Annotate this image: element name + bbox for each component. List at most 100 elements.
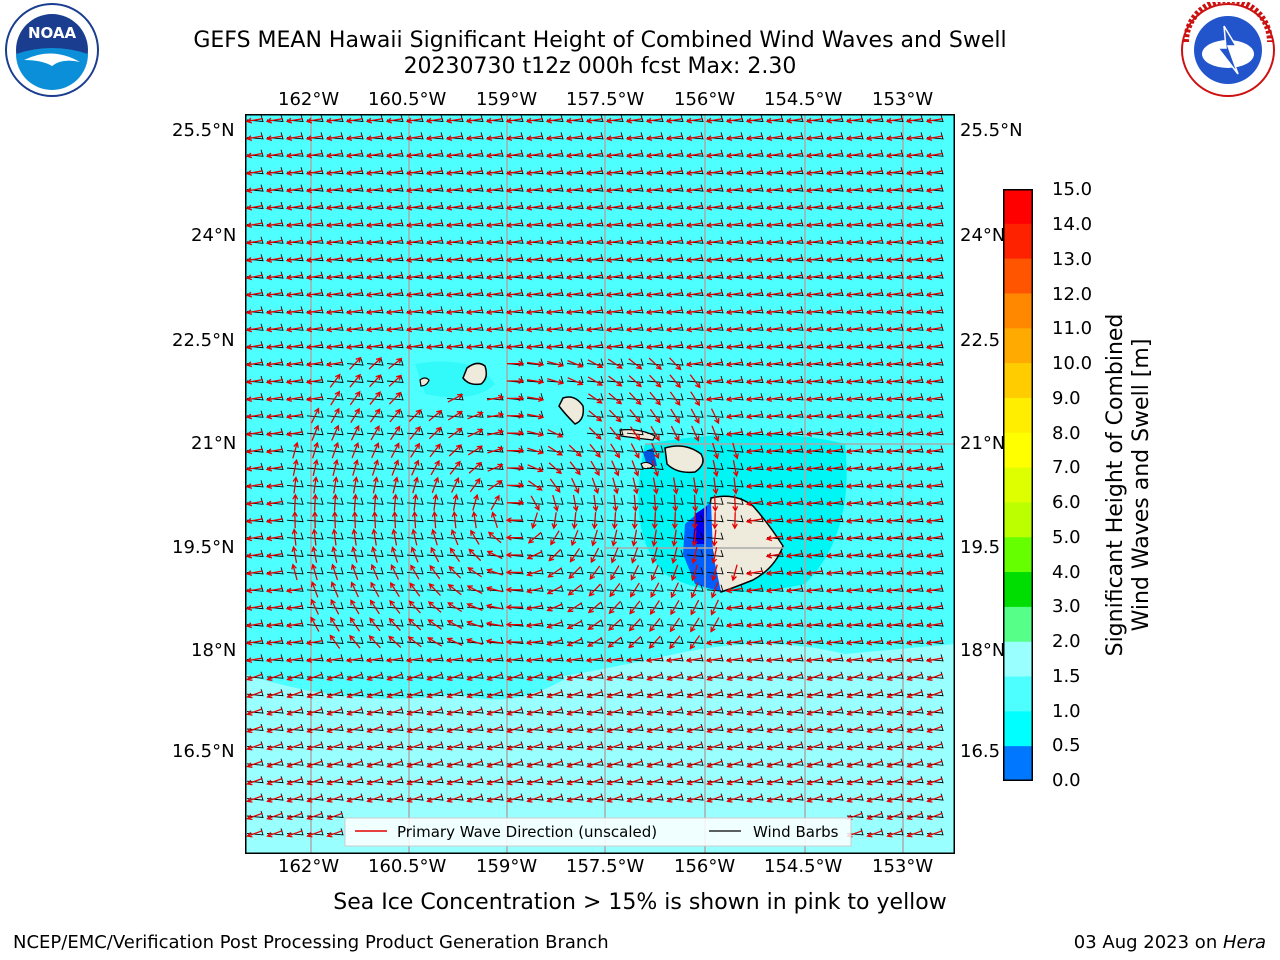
- lat-label-left: 25.5°N: [172, 120, 235, 141]
- wave-arrow: [625, 239, 644, 246]
- wave-arrow: [505, 639, 523, 645]
- wave-arrow: [445, 222, 464, 229]
- wind-barb: [446, 549, 464, 558]
- wave-arrow: [665, 326, 684, 333]
- wind-barb: [666, 636, 684, 645]
- wave-arrow: [785, 396, 804, 403]
- wave-arrow: [645, 291, 664, 298]
- wave-arrow: [365, 187, 384, 194]
- colorbar-cell: [1003, 363, 1033, 399]
- wave-arrow: [865, 587, 884, 594]
- wave-arrow: [345, 343, 364, 350]
- wind-barb: [466, 619, 484, 627]
- wind-barb: [586, 393, 604, 401]
- wave-arrow: [650, 564, 659, 582]
- wave-arrow: [785, 622, 804, 629]
- sea-ice-note: Sea Ice Concentration > 15% is shown in …: [333, 890, 947, 915]
- lat-label-right: 24°N: [960, 225, 1006, 246]
- wave-arrow: [905, 169, 924, 176]
- wave-arrow: [285, 239, 304, 246]
- wave-arrow: [547, 429, 564, 438]
- wave-arrow: [265, 604, 284, 611]
- wave-arrow: [366, 760, 383, 768]
- wind-barb: [546, 480, 564, 488]
- wave-arrow: [245, 187, 264, 194]
- wave-arrow: [547, 378, 565, 385]
- wind-barb: [586, 515, 604, 523]
- wave-arrow: [445, 169, 464, 176]
- wave-arrow: [425, 239, 444, 246]
- wave-arrow: [292, 458, 299, 476]
- wind-barb: [706, 480, 724, 488]
- maui-island: [664, 445, 704, 474]
- wave-arrow: [785, 135, 804, 142]
- wave-arrow: [625, 152, 644, 159]
- wave-arrow: [725, 152, 744, 159]
- wave-arrow: [566, 620, 583, 630]
- wave-arrow: [625, 291, 644, 298]
- wave-arrow: [845, 152, 864, 159]
- wave-arrow: [365, 256, 384, 263]
- wave-arrow: [350, 407, 360, 423]
- wind-barb: [346, 497, 364, 505]
- wind-barb: [666, 410, 684, 418]
- wave-arrow: [266, 673, 283, 681]
- wave-arrow: [825, 552, 844, 559]
- wave-arrow: [385, 309, 404, 316]
- wind-barb: [446, 619, 464, 627]
- wave-arrow: [846, 795, 863, 803]
- wave-arrow: [885, 117, 904, 124]
- wave-arrow: [449, 547, 461, 562]
- wave-arrow: [332, 458, 339, 476]
- wave-arrow: [925, 570, 944, 577]
- wave-arrow: [845, 204, 864, 211]
- wave-arrow: [865, 274, 884, 281]
- wave-arrow: [527, 378, 545, 385]
- colorbar-cell: [1003, 397, 1033, 434]
- wave-arrow: [906, 777, 923, 786]
- wave-arrow: [786, 777, 803, 786]
- wave-arrow: [845, 378, 864, 385]
- wave-arrow: [645, 239, 664, 246]
- wave-arrow: [505, 152, 524, 159]
- wave-arrow: [685, 117, 704, 124]
- wave-arrow: [609, 583, 621, 598]
- wave-arrow: [545, 657, 564, 664]
- wave-arrow: [785, 448, 804, 455]
- wave-arrow: [507, 395, 525, 402]
- wave-arrow: [666, 708, 683, 716]
- footer-producer: NCEP/EMC/Verification Post Processing Pr…: [13, 932, 609, 953]
- wave-arrow: [645, 135, 664, 142]
- wave-arrow: [670, 564, 679, 582]
- wave-arrow: [866, 673, 883, 681]
- wave-arrow: [371, 528, 378, 546]
- wave-arrow: [785, 222, 804, 229]
- wind-barb: [666, 602, 684, 610]
- wave-arrow: [745, 343, 764, 350]
- wave-arrow: [886, 673, 903, 681]
- wind-barb: [306, 602, 324, 610]
- wave-arrow: [305, 361, 324, 368]
- wave-arrow: [486, 708, 503, 716]
- wind-barb: [566, 532, 584, 540]
- wave-arrow: [245, 517, 264, 524]
- wave-arrow: [265, 361, 284, 368]
- niihau-island: [419, 377, 430, 387]
- wind-barb: [666, 393, 684, 401]
- wave-arrow: [566, 673, 583, 681]
- wave-arrow: [485, 309, 504, 316]
- wave-arrow: [705, 378, 724, 385]
- wave-arrow: [548, 462, 563, 475]
- wave-arrow: [885, 361, 904, 368]
- wave-arrow: [786, 795, 803, 803]
- wind-barb: [706, 462, 724, 471]
- wind-barb: [626, 549, 644, 558]
- wave-arrow: [286, 812, 303, 821]
- wave-arrow: [825, 152, 844, 159]
- wave-arrow: [592, 494, 599, 513]
- wind-barb: [486, 480, 504, 488]
- wave-arrow: [346, 743, 363, 751]
- wave-arrow: [445, 326, 464, 333]
- wave-arrow: [786, 725, 803, 734]
- wave-arrow: [625, 187, 644, 194]
